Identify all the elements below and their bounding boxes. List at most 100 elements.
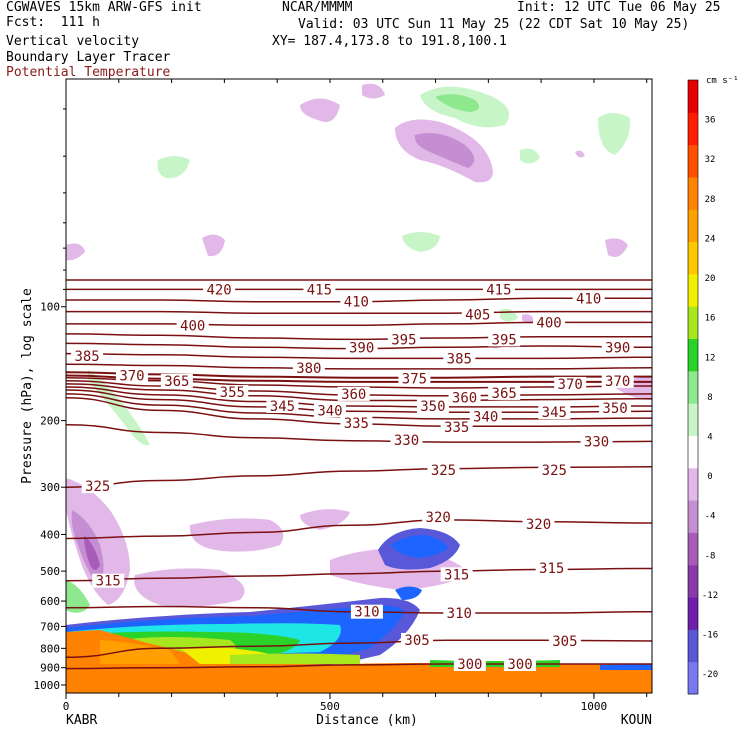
colorbar-swatch	[688, 435, 698, 469]
theta-label-325: 325	[85, 479, 110, 495]
downward-motion-area	[300, 509, 350, 530]
theta-label-365: 365	[492, 386, 517, 402]
theta-label-300: 300	[507, 657, 532, 673]
theta-label-bg	[599, 400, 632, 415]
theta-label-bg	[548, 633, 581, 648]
colorbar-swatch	[688, 80, 698, 113]
y-axis-label: Pressure (hPa), log scale	[20, 288, 35, 484]
theta-label-360: 360	[341, 387, 366, 403]
theta-label-320: 320	[526, 517, 551, 533]
colorbar-label: 8	[707, 393, 712, 403]
theta-label-bg	[350, 604, 383, 619]
theta-label-bg	[453, 656, 486, 671]
theta-label-bg	[535, 560, 568, 575]
low-level-band	[66, 635, 100, 668]
theta-label-370: 370	[558, 377, 583, 393]
downward-motion-area	[66, 243, 85, 261]
theta-label-bg	[398, 371, 431, 386]
colorbar-label: 12	[705, 353, 716, 363]
y-tick-label: 500	[40, 565, 60, 578]
theta-label-bg	[92, 573, 125, 588]
upward-motion-area	[157, 156, 190, 179]
strong-downward-cell	[395, 586, 422, 600]
field-label-vertical-velocity: Vertical velocity	[6, 34, 140, 49]
colorbar-frame	[687, 79, 699, 695]
init-time: Init: 12 UTC Tue 06 May 25	[517, 0, 721, 15]
colorbar-swatch	[688, 467, 698, 501]
theta-label-415: 415	[486, 282, 511, 298]
colorbar-swatch	[688, 241, 698, 275]
theta-label-bg	[390, 432, 423, 447]
upward-motion-core	[435, 94, 479, 112]
theta-label-370: 370	[605, 374, 630, 390]
colorbar-label: 36	[705, 116, 716, 126]
y-tick-label: 1000	[34, 679, 61, 692]
colorbar-label: 16	[705, 314, 716, 324]
theta-label-410: 410	[576, 291, 601, 307]
theta-label-bg	[422, 510, 455, 525]
upward-motion-area	[598, 113, 631, 155]
theta-line-395	[66, 333, 652, 341]
x-axis-label: Distance (km)	[316, 713, 418, 728]
theta-label-330: 330	[394, 433, 419, 449]
theta-label-325: 325	[431, 463, 456, 479]
theta-label-bg	[427, 462, 460, 477]
theta-label-350: 350	[602, 401, 627, 417]
colorbar-label: 20	[705, 274, 716, 284]
theta-label-bg	[443, 351, 476, 366]
theta-label-bg	[461, 307, 494, 322]
theta-label-395: 395	[492, 332, 517, 348]
upward-motion-area	[500, 308, 518, 322]
theta-label-bg	[522, 516, 555, 531]
colorbar-swatch	[688, 176, 698, 210]
downward-motion-area	[202, 234, 225, 257]
theta-label-bg	[488, 332, 521, 347]
theta-label-bg	[601, 373, 634, 388]
organization: NCAR/MMMM	[282, 0, 353, 15]
theta-label-bg	[440, 420, 473, 435]
theta-label-365: 365	[164, 374, 189, 390]
colorbar-swatch	[688, 629, 698, 663]
low-level-band	[66, 630, 652, 692]
theta-label-325: 325	[542, 463, 567, 479]
colorbar-label: 32	[705, 155, 716, 165]
colorbar-swatch	[688, 403, 698, 436]
theta-label-bg	[482, 282, 515, 297]
theta-label-370: 370	[119, 369, 144, 385]
theta-label-bg	[292, 360, 325, 375]
theta-label-315: 315	[444, 567, 469, 583]
theta-label-bg	[554, 376, 587, 391]
theta-label-330: 330	[584, 434, 609, 450]
theta-label-340: 340	[473, 409, 498, 425]
colorbar-swatch	[688, 144, 698, 178]
theta-label-bg	[401, 632, 434, 647]
colorbar-swatch	[688, 500, 698, 533]
theta-label-bg	[176, 318, 209, 333]
colorbar-swatch	[688, 597, 698, 630]
theta-line-405	[66, 310, 652, 314]
theta-label-bg	[345, 340, 378, 355]
downward-motion-area	[189, 518, 284, 552]
theta-label-310: 310	[354, 605, 379, 621]
colorbar-swatch	[688, 306, 698, 340]
theta-label-420: 420	[206, 282, 231, 298]
colorbar-label: 0	[707, 472, 712, 482]
y-tick-label: 400	[40, 528, 60, 541]
strong-downward-core	[390, 535, 448, 558]
theta-label-315: 315	[96, 574, 121, 590]
theta-label-320: 320	[426, 510, 451, 526]
x-tick-label: 500	[320, 700, 340, 713]
theta-labels: 420 415 415 410 410 400 405 400 385 390 395 395 390 3…	[71, 282, 634, 673]
low-level-band	[100, 640, 180, 664]
theta-label-375: 375	[402, 372, 427, 388]
theta-label-355: 355	[220, 385, 245, 401]
right-endpoint-label: KOUN	[621, 713, 652, 728]
theta-label-bg	[504, 656, 537, 671]
x-axis: 0 500 1000	[63, 79, 648, 713]
theta-label-bg	[216, 384, 249, 399]
theta-label-415: 415	[307, 282, 332, 298]
theta-label-335: 335	[444, 420, 469, 436]
theta-label-410: 410	[344, 295, 369, 311]
surface-layer	[66, 678, 652, 693]
